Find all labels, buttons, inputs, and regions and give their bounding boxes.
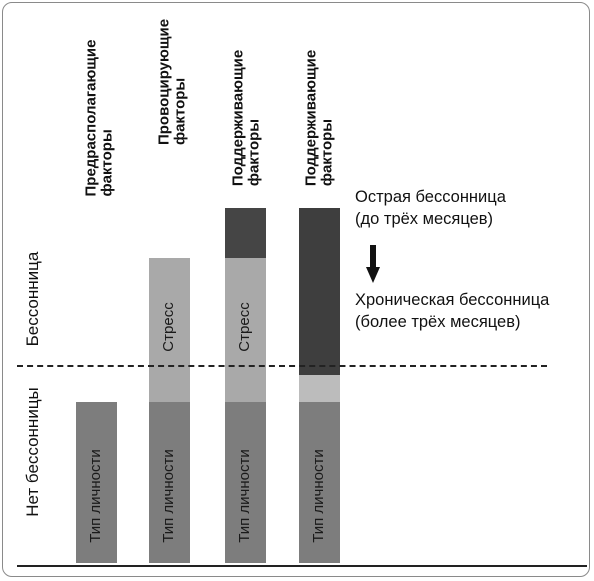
bar2-personality-label: Тип личности [160,449,178,543]
bar2-stress-label: Стресс [160,302,178,352]
bar3-maintaining [225,208,266,258]
header-predisposing-line1: Предрасполагающие [82,39,100,197]
acute-insomnia-line2: (до трёх месяцев) [355,210,494,228]
header-predisposing: Предрасполагающие факторы [82,39,115,197]
side-label-no-insomnia: Нет бессонницы [23,387,43,517]
acute-insomnia-line1: Острая бессонница [355,188,506,206]
bar3-personality: Тип личности [225,402,266,563]
header-predisposing-line2: факторы [98,129,115,197]
header-precipitating: Провоцирующие факторы [155,18,188,146]
header-perpetuating-2-line2: факторы [318,118,335,187]
bar3-personality-label: Тип личности [236,449,254,543]
header-precipitating-line1: Провоцирующие [155,18,173,146]
header-precipitating-line2: факторы [171,77,188,146]
diagram-frame: Предрасполагающие факторы Провоцирующие … [2,2,590,577]
bar4-maintaining [299,208,340,375]
bar4-residual-stress [299,375,340,402]
bar3-stress: Стресс [225,258,266,402]
header-perpetuating-1-line1: Поддерживающие [229,49,247,187]
header-perpetuating-2-line1: Поддерживающие [302,49,320,187]
baseline [17,565,587,567]
bar4-personality: Тип личности [299,402,340,563]
header-perpetuating-2: Поддерживающие факторы [302,49,335,187]
chronic-insomnia-line1: Хроническая бессонница [355,291,550,309]
insomnia-threshold-line [17,365,547,367]
chronic-insomnia-line2: (более трёх месяцев) [355,313,521,331]
acute-insomnia-label: Острая бессонница (до трёх месяцев) [355,186,506,230]
bar2-personality: Тип личности [149,402,190,563]
side-label-insomnia: Бессонница [23,251,43,347]
bar3-stress-label: Стресс [236,302,254,352]
bar1-personality-label: Тип личности [87,449,105,543]
header-perpetuating-1: Поддерживающие факторы [229,49,262,187]
arrow-down-icon [366,245,380,283]
bar2-stress: Стресс [149,258,190,402]
header-perpetuating-1-line2: факторы [245,118,262,187]
bar4-personality-label: Тип личности [310,449,328,543]
chronic-insomnia-label: Хроническая бессонница (более трёх месяц… [355,289,549,333]
bar1-personality: Тип личности [76,402,117,563]
